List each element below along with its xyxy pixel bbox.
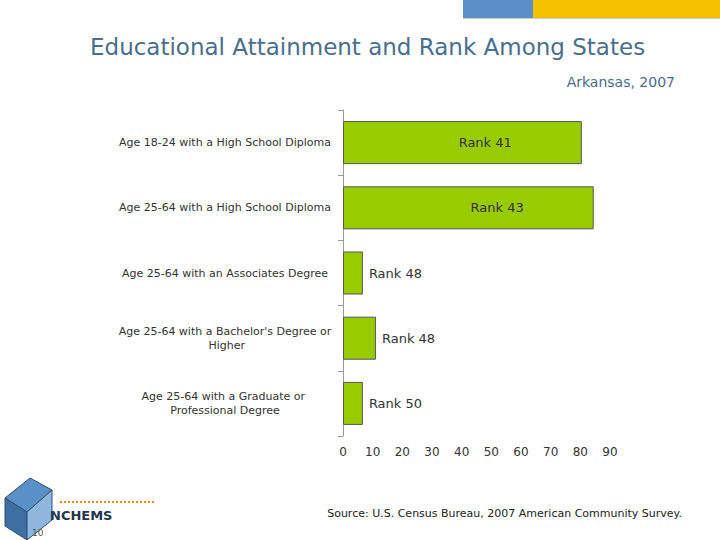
svg-text:Age 25-64 with an Associates D: Age 25-64 with an Associates Degree <box>122 267 328 280</box>
svg-text:90: 90 <box>602 445 617 459</box>
svg-text:Rank 50: Rank 50 <box>369 396 422 411</box>
svg-text:NCHEMS: NCHEMS <box>50 508 112 523</box>
svg-text:70: 70 <box>543 445 558 459</box>
svg-text:60: 60 <box>513 445 528 459</box>
svg-text:Source: U.S. Census Bureau, 20: Source: U.S. Census Bureau, 2007 America… <box>327 507 682 520</box>
svg-text:0: 0 <box>339 445 347 459</box>
svg-text:20: 20 <box>395 445 410 459</box>
svg-text:Rank 43: Rank 43 <box>471 200 524 215</box>
svg-text:Age 25-64 with a Graduate or: Age 25-64 with a Graduate or <box>141 390 308 403</box>
svg-text:Higher: Higher <box>205 339 246 352</box>
svg-text:30: 30 <box>424 445 439 459</box>
svg-text:Educational Attainment and Ran: Educational Attainment and Rank Among St… <box>90 34 645 60</box>
svg-text:Age 25-64 with a Bachelor's De: Age 25-64 with a Bachelor's Degree or <box>119 325 332 338</box>
svg-text:Rank 41: Rank 41 <box>459 135 512 150</box>
svg-text:10: 10 <box>32 528 44 538</box>
svg-text:Professional Degree: Professional Degree <box>170 404 280 417</box>
svg-text:80: 80 <box>573 445 588 459</box>
svg-text:Rank 48: Rank 48 <box>369 266 422 281</box>
svg-text:Rank 48: Rank 48 <box>382 331 435 346</box>
svg-text:Age 25-64 with a High School D: Age 25-64 with a High School Diploma <box>119 201 331 214</box>
svg-text:Age 18-24 with a High School D: Age 18-24 with a High School Diploma <box>119 136 331 149</box>
svg-text:50: 50 <box>484 445 499 459</box>
svg-text:40: 40 <box>454 445 469 459</box>
svg-text:10: 10 <box>365 445 380 459</box>
svg-text:Arkansas, 2007: Arkansas, 2007 <box>567 74 675 90</box>
